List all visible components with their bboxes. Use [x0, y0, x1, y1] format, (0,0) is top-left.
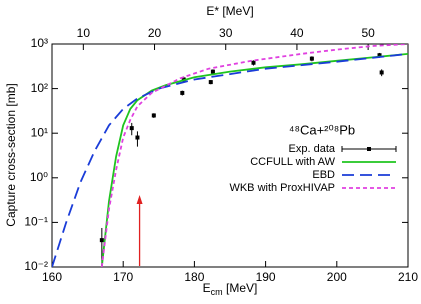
y-tick-label: 10⁰ [30, 170, 48, 184]
annotation: ⁴⁸Ca+²⁰⁸Pb [289, 122, 355, 137]
data-point [135, 135, 140, 140]
legend-label: Exp. data [289, 143, 336, 155]
x-label-unit: [MeV] [223, 281, 258, 295]
x2-tick-label: 30 [219, 26, 233, 40]
x-tick-label: 200 [327, 270, 347, 284]
y-tick-label: 10² [31, 81, 48, 95]
plot-frame [51, 43, 409, 268]
y-axis-label: Capture cross-section [mb] [4, 83, 18, 226]
plot-area [52, 44, 408, 267]
arrow-head [136, 195, 143, 204]
data-point [208, 80, 213, 85]
x-label-sub: cm [211, 287, 223, 297]
x-tick-label: 190 [256, 270, 276, 284]
legend-swatch-point [367, 147, 371, 151]
y-tick-label: 10³ [31, 36, 48, 50]
data-point [129, 126, 134, 131]
data-point [379, 70, 384, 75]
x2-tick-label: 50 [361, 26, 375, 40]
data-point [251, 60, 256, 65]
x-tick-label: 210 [398, 270, 418, 284]
legend-label: WKB with ProxHIVAP [229, 182, 335, 194]
x2-tick-label: 10 [77, 26, 91, 40]
data-point [151, 113, 156, 118]
x-label-main: E [203, 281, 211, 295]
y-tick-label: 10⁻² [24, 259, 48, 273]
legend-label: EBD [312, 169, 335, 181]
data-point [309, 56, 314, 61]
data-point [99, 238, 104, 243]
x-tick-label: 170 [113, 270, 133, 284]
y-tick-label: 10⁻¹ [24, 215, 48, 229]
x2-tick-label: 40 [290, 26, 304, 40]
x-tick-label: 180 [184, 270, 204, 284]
legend-label: CCFULL with AW [250, 156, 335, 168]
x2-tick-label: 20 [148, 26, 162, 40]
data-point [377, 53, 382, 58]
data-point [210, 69, 215, 74]
x-tick-label: 160 [42, 270, 62, 284]
curve [52, 53, 408, 267]
data-point [180, 90, 185, 95]
x-axis-label: Ecm [MeV] [203, 281, 258, 297]
y-tick-label: 10¹ [31, 125, 48, 139]
x2-axis-label: E* [MeV] [206, 4, 253, 18]
